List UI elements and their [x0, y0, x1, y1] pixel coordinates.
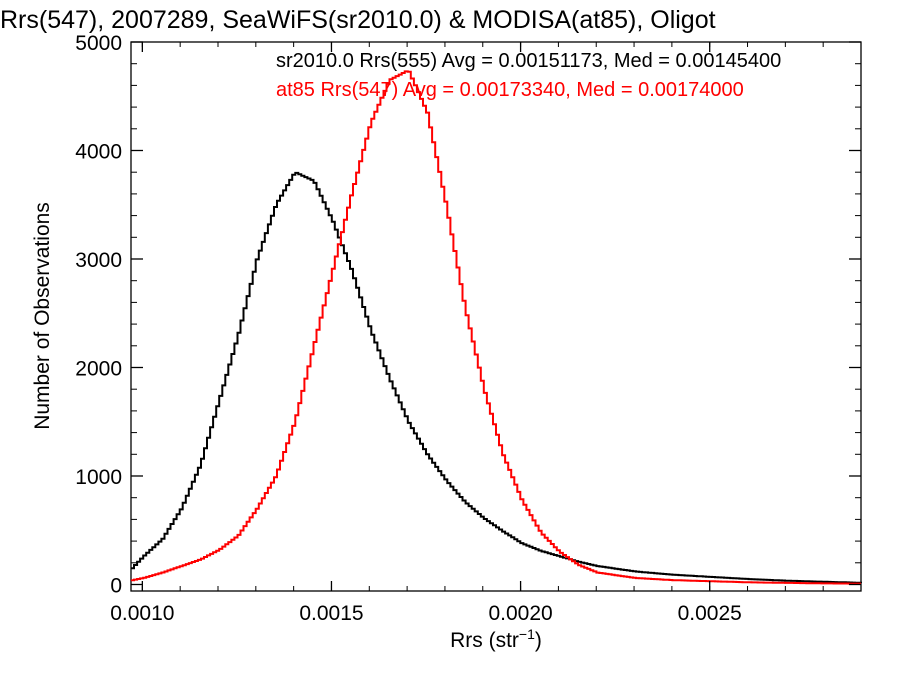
x-tick-label: 0.0015 [299, 602, 363, 625]
y-axis-label: Number of Observations [31, 202, 54, 430]
x-axis-label-main: Rrs (str [450, 629, 519, 652]
chart-title: Rrs(547), 2007289, SeaWiFS(sr2010.0) & M… [0, 6, 716, 34]
x-tick-label: 0.0020 [488, 602, 552, 625]
y-tick-label: 1000 [75, 466, 122, 489]
x-axis-label-sup: −1 [519, 626, 535, 642]
x-tick-label: 0.0010 [110, 602, 174, 625]
series-line-1 [131, 70, 861, 585]
y-tick-label: 0 [110, 574, 122, 597]
series-layer [131, 70, 862, 585]
x-axis-label-close: ) [535, 629, 542, 652]
ticks-layer: 0.0010 0.0015 0.0020 0.0025 0 1000 2000 3000 400… [75, 32, 862, 625]
plot-frame [130, 41, 862, 592]
annotation-at85: at85 Rrs(547) Avg = 0.00173340, Med = 0.… [276, 79, 744, 101]
y-tick-label: 4000 [75, 140, 122, 163]
y-tick-label: 2000 [75, 357, 122, 380]
x-tick-label: 0.0025 [678, 602, 742, 625]
y-tick-label: 5000 [75, 32, 122, 55]
y-tick-label: 3000 [75, 249, 122, 272]
series-line-0 [131, 171, 862, 584]
x-axis-label: Rrs (str−1) [450, 626, 542, 652]
annotation-sr2010: sr2010.0 Rrs(555) Avg = 0.00151173, Med … [276, 50, 781, 72]
